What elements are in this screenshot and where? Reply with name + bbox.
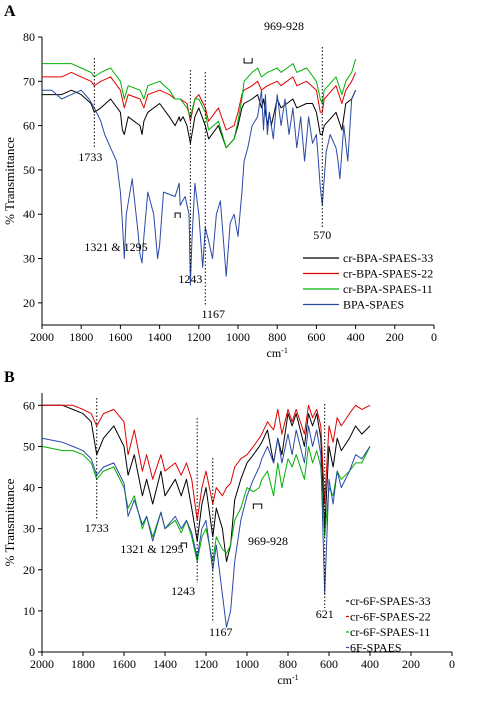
x-tick-label: 1600: [108, 330, 132, 344]
y-tick-label: 30: [23, 252, 35, 266]
legend: cr-6F-SPAES-33 cr-6F-SPAES-22cr-6F-SPAES-…: [346, 594, 431, 655]
annotation-bracket: [252, 503, 263, 509]
x-tick-label: 600: [307, 330, 325, 344]
legend-entry: cr-6F-SPAES-11: [350, 625, 430, 639]
x-tick-label: 1000: [226, 330, 250, 344]
y-tick-label: 20: [23, 296, 35, 310]
x-axis-label: cm-1: [267, 346, 288, 361]
x-tick-label: 400: [347, 330, 365, 344]
y-tick-label: 30: [23, 522, 35, 536]
y-tick-label: 10: [23, 604, 35, 618]
annotation-label: 1167: [209, 625, 233, 639]
x-tick-label: 2000: [30, 657, 54, 671]
x-tick-label: 1400: [153, 657, 177, 671]
y-tick-label: 50: [23, 439, 35, 453]
x-tick-label: 2000: [30, 330, 54, 344]
legend-entry: cr-BPA-SPAES-33: [343, 251, 433, 265]
series-line-cr-6f-spaes-22: [42, 404, 371, 521]
y-tick-label: 80: [23, 30, 35, 44]
annotation-label: 1243: [171, 584, 195, 598]
x-tick-label: 1800: [71, 657, 95, 671]
series-line-bpa-spaes: [42, 89, 357, 286]
annotation-label: 1243: [178, 272, 202, 286]
x-tick-label: 200: [402, 657, 420, 671]
legend-entry: 6F-SPAES: [350, 641, 402, 655]
legend-entry: cr-6F-SPAES-33: [350, 594, 431, 608]
series-line-cr-bpa-spaes-11: [42, 59, 357, 149]
annotation-label: 969-928: [248, 534, 288, 548]
x-tick-label: 1200: [194, 657, 218, 671]
legend: cr-BPA-SPAES-33 cr-BPA-SPAES-22cr-BPA-SPA…: [303, 251, 433, 312]
series-line-cr-bpa-spaes-22: [42, 71, 357, 131]
y-axis-label: % Transmittance: [2, 137, 17, 225]
annotation-label: 1733: [78, 150, 102, 164]
annotation-bracket: [243, 58, 253, 64]
y-tick-label: 60: [23, 398, 35, 412]
annotation-bracket: [180, 542, 188, 548]
x-tick-label: 600: [320, 657, 338, 671]
x-tick-label: 1800: [69, 330, 93, 344]
y-tick-label: 50: [23, 163, 35, 177]
series-line-6f-spaes: [41, 425, 371, 628]
x-tick-label: 1600: [112, 657, 136, 671]
legend-entry: cr-6F-SPAES-22: [350, 610, 431, 624]
x-tick-label: 800: [268, 330, 286, 344]
x-tick-label: 400: [361, 657, 379, 671]
annotation-label: 570: [313, 228, 331, 242]
x-tick-label: 0: [431, 330, 437, 344]
y-tick-label: 70: [23, 74, 35, 88]
series-line-cr-bpa-spaes-33: [42, 89, 357, 149]
legend-entry: cr-BPA-SPAES-11: [343, 282, 433, 296]
x-tick-label: 200: [386, 330, 404, 344]
x-tick-label: 1200: [187, 330, 211, 344]
annotation-label: 969-928: [264, 19, 304, 33]
annotation-bracket: [174, 212, 181, 218]
x-tick-label: 0: [449, 657, 455, 671]
x-axis-label: cm-1: [277, 673, 298, 688]
legend-entry: BPA-SPAES: [343, 298, 404, 312]
annotation-label: 1321 & 1295: [84, 240, 147, 254]
x-tick-label: 1400: [148, 330, 172, 344]
y-tick-label: 40: [23, 207, 35, 221]
panel-label: B: [4, 369, 15, 386]
annotation-label: 1733: [85, 521, 109, 535]
annotation-label: 1167: [201, 307, 225, 321]
legend-entry: cr-BPA-SPAES-22: [343, 267, 433, 281]
y-tick-label: 0: [29, 645, 35, 659]
x-tick-label: 800: [279, 657, 297, 671]
y-tick-label: 20: [23, 563, 35, 577]
y-tick-label: 40: [23, 481, 35, 495]
annotation-label: 1321 & 1295: [120, 542, 183, 556]
x-tick-label: 1000: [235, 657, 259, 671]
y-tick-label: 60: [23, 119, 35, 133]
y-axis-label: % Transmittance: [2, 478, 17, 566]
annotation-label: 621: [316, 607, 334, 621]
panel-label: A: [4, 3, 16, 20]
